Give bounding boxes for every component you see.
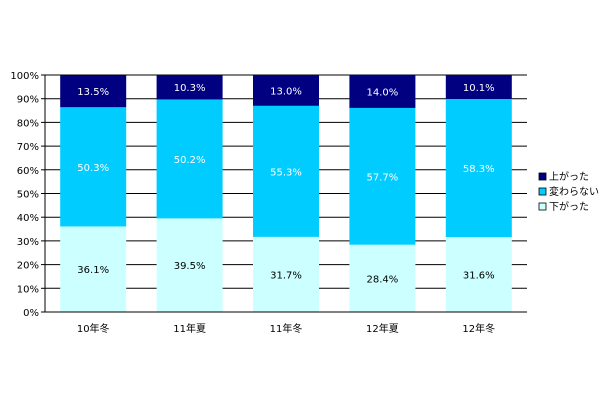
data-label: 57.7%: [367, 172, 399, 183]
x-tick-label: 12年夏: [366, 322, 399, 335]
x-tick-label: 11年夏: [173, 322, 206, 335]
bar-segment: [445, 237, 512, 312]
legend-swatch: [538, 202, 547, 211]
data-label: 50.2%: [174, 155, 206, 166]
bar-segment: [156, 99, 223, 219]
data-label: 28.4%: [367, 274, 399, 285]
data-label: 31.7%: [270, 270, 302, 281]
data-label: 10.1%: [463, 83, 495, 94]
legend-swatch: [538, 187, 547, 196]
bar-segment: [253, 105, 319, 237]
y-tick-label: 70%: [17, 142, 39, 153]
bar-segment: [60, 107, 127, 227]
bar-segment: [445, 98, 512, 238]
data-label: 39.5%: [174, 261, 206, 272]
y-tick-label: 100%: [10, 71, 39, 82]
data-label: 13.5%: [77, 87, 109, 98]
bar-segment: [156, 218, 223, 312]
data-label: 13.0%: [270, 86, 302, 97]
y-tick-label: 10%: [17, 284, 39, 295]
legend-label: 下がった: [549, 200, 589, 213]
axes: 0% 10% 20% 30% 40% 50% 60% 70% 80% 90% 100% 10年冬 11年…: [10, 71, 527, 335]
y-tick-label: 80%: [17, 118, 39, 129]
y-tick-label: 20%: [17, 261, 39, 272]
legend-swatch: [538, 172, 547, 181]
bar-segment: [445, 75, 512, 99]
y-tick-label: 40%: [17, 213, 39, 224]
data-label: 58.3%: [463, 164, 495, 175]
data-label: 50.3%: [77, 163, 109, 174]
x-tick-label: 11年冬: [270, 322, 303, 335]
bar-segment: [253, 236, 319, 312]
bar-segment: [60, 226, 127, 312]
y-tick-label: 90%: [17, 95, 39, 106]
x-tick-label: 12年冬: [462, 322, 495, 335]
bar-segment: [349, 74, 416, 108]
legend-label: 上がった: [549, 170, 589, 183]
data-label: 36.1%: [77, 265, 109, 276]
legend-label: 変わらない: [549, 185, 599, 198]
data-label: 14.0%: [367, 87, 399, 98]
x-tick-label: 10年冬: [77, 322, 110, 335]
data-label: 55.3%: [270, 167, 302, 178]
bar-segment: [253, 75, 319, 106]
data-label: 10.3%: [174, 83, 206, 94]
data-label: 31.6%: [463, 271, 495, 282]
y-tick-label: 0%: [23, 308, 39, 319]
y-tick-label: 50%: [17, 190, 39, 201]
bar-segment: [349, 244, 416, 312]
bar-segment: [60, 75, 127, 108]
bar-segment: [156, 75, 223, 100]
bar-segment: [349, 107, 416, 245]
y-tick-label: 30%: [17, 237, 39, 248]
bars: 36.1% 50.3% 13.5% 39.5% 50.2% 10.3% 31.7% 55.3%…: [60, 74, 512, 312]
y-tick-label: 60%: [17, 166, 39, 177]
